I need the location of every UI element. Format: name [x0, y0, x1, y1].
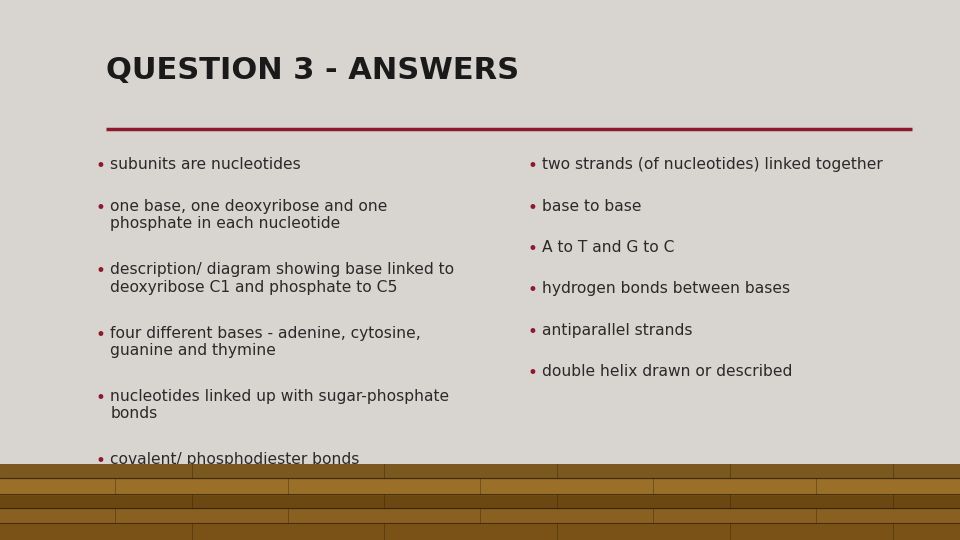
Text: base to base: base to base: [542, 199, 642, 214]
Text: •: •: [96, 326, 106, 343]
Text: QUESTION 3 - ANSWERS: QUESTION 3 - ANSWERS: [106, 56, 518, 85]
Text: •: •: [96, 199, 106, 217]
Text: subunits are nucleotides: subunits are nucleotides: [110, 157, 301, 172]
Text: •: •: [96, 453, 106, 470]
Text: covalent/ phosphodiester bonds: covalent/ phosphodiester bonds: [110, 453, 360, 468]
Bar: [0, 523, 960, 540]
Text: one base, one deoxyribose and one
phosphate in each nucleotide: one base, one deoxyribose and one phosph…: [110, 199, 388, 231]
Text: •: •: [96, 262, 106, 280]
Text: description/ diagram showing base linked to
deoxyribose C1 and phosphate to C5: description/ diagram showing base linked…: [110, 262, 454, 294]
Text: •: •: [528, 240, 538, 258]
Text: •: •: [528, 364, 538, 382]
Bar: [0, 508, 960, 523]
Text: •: •: [528, 281, 538, 299]
Bar: [0, 464, 960, 478]
Text: nucleotides linked up with sugar-phosphate
bonds: nucleotides linked up with sugar-phospha…: [110, 389, 449, 421]
Text: hydrogen bonds between bases: hydrogen bonds between bases: [542, 281, 790, 296]
Text: A to T and G to C: A to T and G to C: [542, 240, 675, 255]
Text: •: •: [528, 199, 538, 217]
Text: •: •: [96, 157, 106, 176]
Text: antiparallel strands: antiparallel strands: [542, 323, 693, 338]
Text: •: •: [528, 323, 538, 341]
Bar: [0, 478, 960, 494]
Text: two strands (of nucleotides) linked together: two strands (of nucleotides) linked toge…: [542, 157, 883, 172]
Bar: [0, 494, 960, 508]
Text: •: •: [528, 157, 538, 176]
Text: •: •: [96, 389, 106, 407]
Text: four different bases - adenine, cytosine,
guanine and thymine: four different bases - adenine, cytosine…: [110, 326, 421, 358]
Text: double helix drawn or described: double helix drawn or described: [542, 364, 793, 379]
